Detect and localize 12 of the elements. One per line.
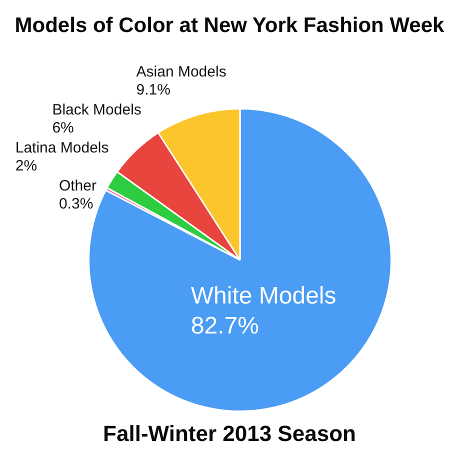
data-label: 82.7% <box>190 312 259 340</box>
slice-label: White Models <box>190 282 336 310</box>
chart-title: Models of Color at New York Fashion Week <box>14 13 446 39</box>
slice-label: Latina Models <box>15 139 109 156</box>
data-label: 2% <box>15 157 38 174</box>
slice-label: Other <box>58 177 96 194</box>
data-label: 0.3% <box>58 195 94 212</box>
slice-label: Black Models <box>52 101 142 118</box>
text: Fall-Winter 2013 Season <box>102 420 357 448</box>
data-label: 9.1% <box>136 81 170 98</box>
data-label: 6% <box>52 119 74 136</box>
slice-label: Asian Models <box>136 63 226 80</box>
